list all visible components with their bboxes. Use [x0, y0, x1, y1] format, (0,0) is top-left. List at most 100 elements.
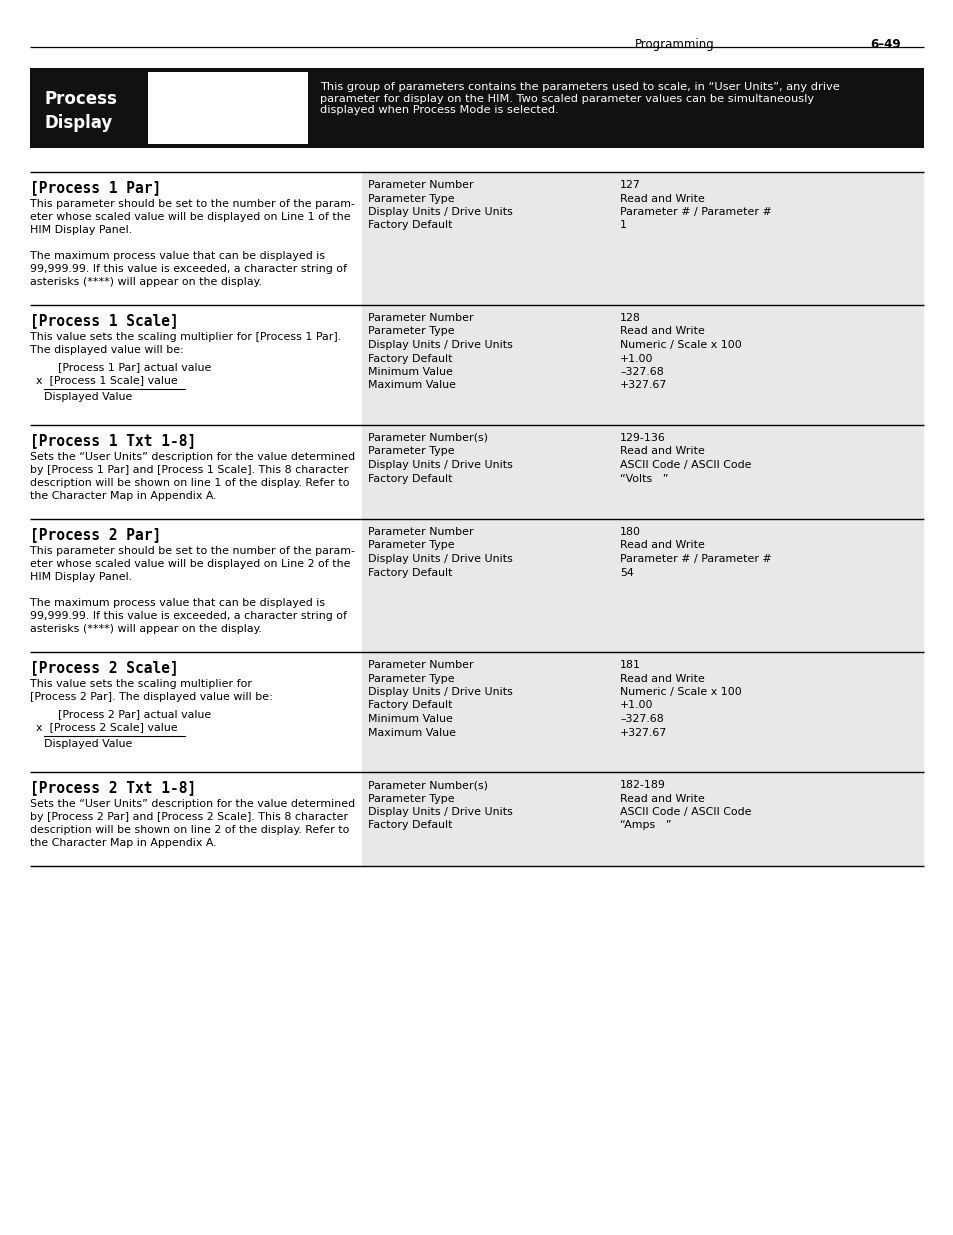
Text: Minimum Value: Minimum Value [368, 367, 453, 377]
Text: Parameter Number(s): Parameter Number(s) [368, 433, 488, 443]
Bar [361, 172, 923, 305]
Bar [361, 425, 923, 519]
Text: Parameter Type: Parameter Type [368, 194, 455, 204]
Bar [30, 68, 923, 148]
Text: description will be shown on line 2 of the display. Refer to: description will be shown on line 2 of t… [30, 825, 349, 835]
Text: 99,999.99. If this value is exceeded, a character string of: 99,999.99. If this value is exceeded, a … [30, 264, 347, 274]
Text: Read and Write: Read and Write [619, 447, 704, 457]
Text: ASCII Code / ASCII Code: ASCII Code / ASCII Code [619, 459, 751, 471]
Text: [Process 2 Txt 1-8]: [Process 2 Txt 1-8] [30, 781, 196, 795]
Text: Parameter Number: Parameter Number [368, 180, 473, 190]
Text: –327.68: –327.68 [619, 714, 663, 724]
Text: Parameter Type: Parameter Type [368, 673, 455, 683]
Text: 181: 181 [619, 659, 640, 671]
Text: Display Units / Drive Units: Display Units / Drive Units [368, 207, 513, 217]
Text: description will be shown on line 1 of the display. Refer to: description will be shown on line 1 of t… [30, 478, 349, 488]
Text: Process: Process [45, 90, 118, 107]
Text: Display Units / Drive Units: Display Units / Drive Units [368, 687, 513, 697]
Text: Parameter # / Parameter #: Parameter # / Parameter # [619, 207, 771, 217]
Text: “Volts   ”: “Volts ” [619, 473, 668, 483]
Text: Display: Display [45, 114, 113, 132]
Text: 54: 54 [619, 568, 633, 578]
Bar [361, 772, 923, 866]
Text: 129-136: 129-136 [619, 433, 665, 443]
Text: Sets the “User Units” description for the value determined: Sets the “User Units” description for th… [30, 452, 355, 462]
Text: Display Units / Drive Units: Display Units / Drive Units [368, 555, 513, 564]
Text: 182-189: 182-189 [619, 781, 665, 790]
Text: Factory Default: Factory Default [368, 353, 452, 363]
Bar [361, 305, 923, 425]
Text: Factory Default: Factory Default [368, 221, 452, 231]
Text: by [Process 2 Par] and [Process 2 Scale]. This 8 character: by [Process 2 Par] and [Process 2 Scale]… [30, 811, 348, 823]
Text: Parameter Number(s): Parameter Number(s) [368, 781, 488, 790]
Text: Minimum Value: Minimum Value [368, 714, 453, 724]
Text: [Process 1 Par] actual value: [Process 1 Par] actual value [44, 362, 212, 372]
Text: This parameter should be set to the number of the param-: This parameter should be set to the numb… [30, 546, 355, 556]
Text: +327.67: +327.67 [619, 380, 667, 390]
Text: +1.00: +1.00 [619, 353, 653, 363]
Text: This value sets the scaling multiplier for: This value sets the scaling multiplier f… [30, 679, 252, 689]
Text: the Character Map in Appendix A.: the Character Map in Appendix A. [30, 839, 216, 848]
Text: HIM Display Panel.: HIM Display Panel. [30, 225, 132, 235]
Text: Factory Default: Factory Default [368, 820, 452, 830]
Text: Numeric / Scale x 100: Numeric / Scale x 100 [619, 340, 741, 350]
Text: x  [Process 1 Scale] value: x [Process 1 Scale] value [36, 375, 177, 385]
Text: Parameter Type: Parameter Type [368, 794, 455, 804]
Bar [361, 519, 923, 652]
Text: The displayed value will be:: The displayed value will be: [30, 345, 184, 354]
Text: ASCII Code / ASCII Code: ASCII Code / ASCII Code [619, 806, 751, 818]
Text: Parameter Number: Parameter Number [368, 527, 473, 537]
Text: [Process 2 Par]. The displayed value will be:: [Process 2 Par]. The displayed value wil… [30, 692, 273, 701]
Text: Parameter Type: Parameter Type [368, 541, 455, 551]
Text: Maximum Value: Maximum Value [368, 727, 456, 737]
Text: [Process 1 Txt 1-8]: [Process 1 Txt 1-8] [30, 433, 196, 448]
Text: eter whose scaled value will be displayed on Line 1 of the: eter whose scaled value will be displaye… [30, 212, 351, 222]
Text: Maximum Value: Maximum Value [368, 380, 456, 390]
Text: 128: 128 [619, 312, 640, 324]
Text: Parameter Type: Parameter Type [368, 326, 455, 336]
Text: Read and Write: Read and Write [619, 194, 704, 204]
Text: Factory Default: Factory Default [368, 568, 452, 578]
Text: Parameter Number: Parameter Number [368, 312, 473, 324]
Text: the Character Map in Appendix A.: the Character Map in Appendix A. [30, 492, 216, 501]
Text: Read and Write: Read and Write [619, 673, 704, 683]
Text: Parameter Type: Parameter Type [368, 447, 455, 457]
Text: Read and Write: Read and Write [619, 794, 704, 804]
Text: The maximum process value that can be displayed is: The maximum process value that can be di… [30, 598, 325, 608]
Text: Displayed Value: Displayed Value [44, 739, 132, 748]
Text: Factory Default: Factory Default [368, 473, 452, 483]
Text: [Process 1 Par]: [Process 1 Par] [30, 180, 161, 195]
Text: Numeric / Scale x 100: Numeric / Scale x 100 [619, 687, 741, 697]
Text: Factory Default: Factory Default [368, 700, 452, 710]
Text: 1: 1 [619, 221, 626, 231]
Text: Read and Write: Read and Write [619, 326, 704, 336]
Text: 180: 180 [619, 527, 640, 537]
Text: Sets the “User Units” description for the value determined: Sets the “User Units” description for th… [30, 799, 355, 809]
Text: Read and Write: Read and Write [619, 541, 704, 551]
Text: asterisks (****) will appear on the display.: asterisks (****) will appear on the disp… [30, 277, 262, 287]
Text: The maximum process value that can be displayed is: The maximum process value that can be di… [30, 251, 325, 261]
Text: [Process 2 Par]: [Process 2 Par] [30, 527, 161, 542]
Text: “Amps   ”: “Amps ” [619, 820, 671, 830]
Text: This parameter should be set to the number of the param-: This parameter should be set to the numb… [30, 199, 355, 209]
Text: [Process 2 Par] actual value: [Process 2 Par] actual value [44, 709, 211, 719]
Bar [361, 652, 923, 772]
Text: HIM Display Panel.: HIM Display Panel. [30, 572, 132, 582]
Text: This group of parameters contains the parameters used to scale, in “User Units”,: This group of parameters contains the pa… [319, 82, 839, 115]
Text: Display Units / Drive Units: Display Units / Drive Units [368, 340, 513, 350]
Text: Parameter Number: Parameter Number [368, 659, 473, 671]
Text: +1.00: +1.00 [619, 700, 653, 710]
Text: [Process 1 Scale]: [Process 1 Scale] [30, 312, 178, 329]
Text: –327.68: –327.68 [619, 367, 663, 377]
Text: asterisks (****) will appear on the display.: asterisks (****) will appear on the disp… [30, 624, 262, 634]
Text: +327.67: +327.67 [619, 727, 667, 737]
Text: x  [Process 2 Scale] value: x [Process 2 Scale] value [36, 722, 177, 732]
Bar [148, 72, 308, 144]
Text: [Process 2 Scale]: [Process 2 Scale] [30, 659, 178, 676]
Text: Parameter # / Parameter #: Parameter # / Parameter # [619, 555, 771, 564]
Text: Displayed Value: Displayed Value [44, 391, 132, 403]
Text: by [Process 1 Par] and [Process 1 Scale]. This 8 character: by [Process 1 Par] and [Process 1 Scale]… [30, 466, 348, 475]
Text: 6–49: 6–49 [869, 38, 900, 51]
Text: Display Units / Drive Units: Display Units / Drive Units [368, 459, 513, 471]
Text: Display Units / Drive Units: Display Units / Drive Units [368, 806, 513, 818]
